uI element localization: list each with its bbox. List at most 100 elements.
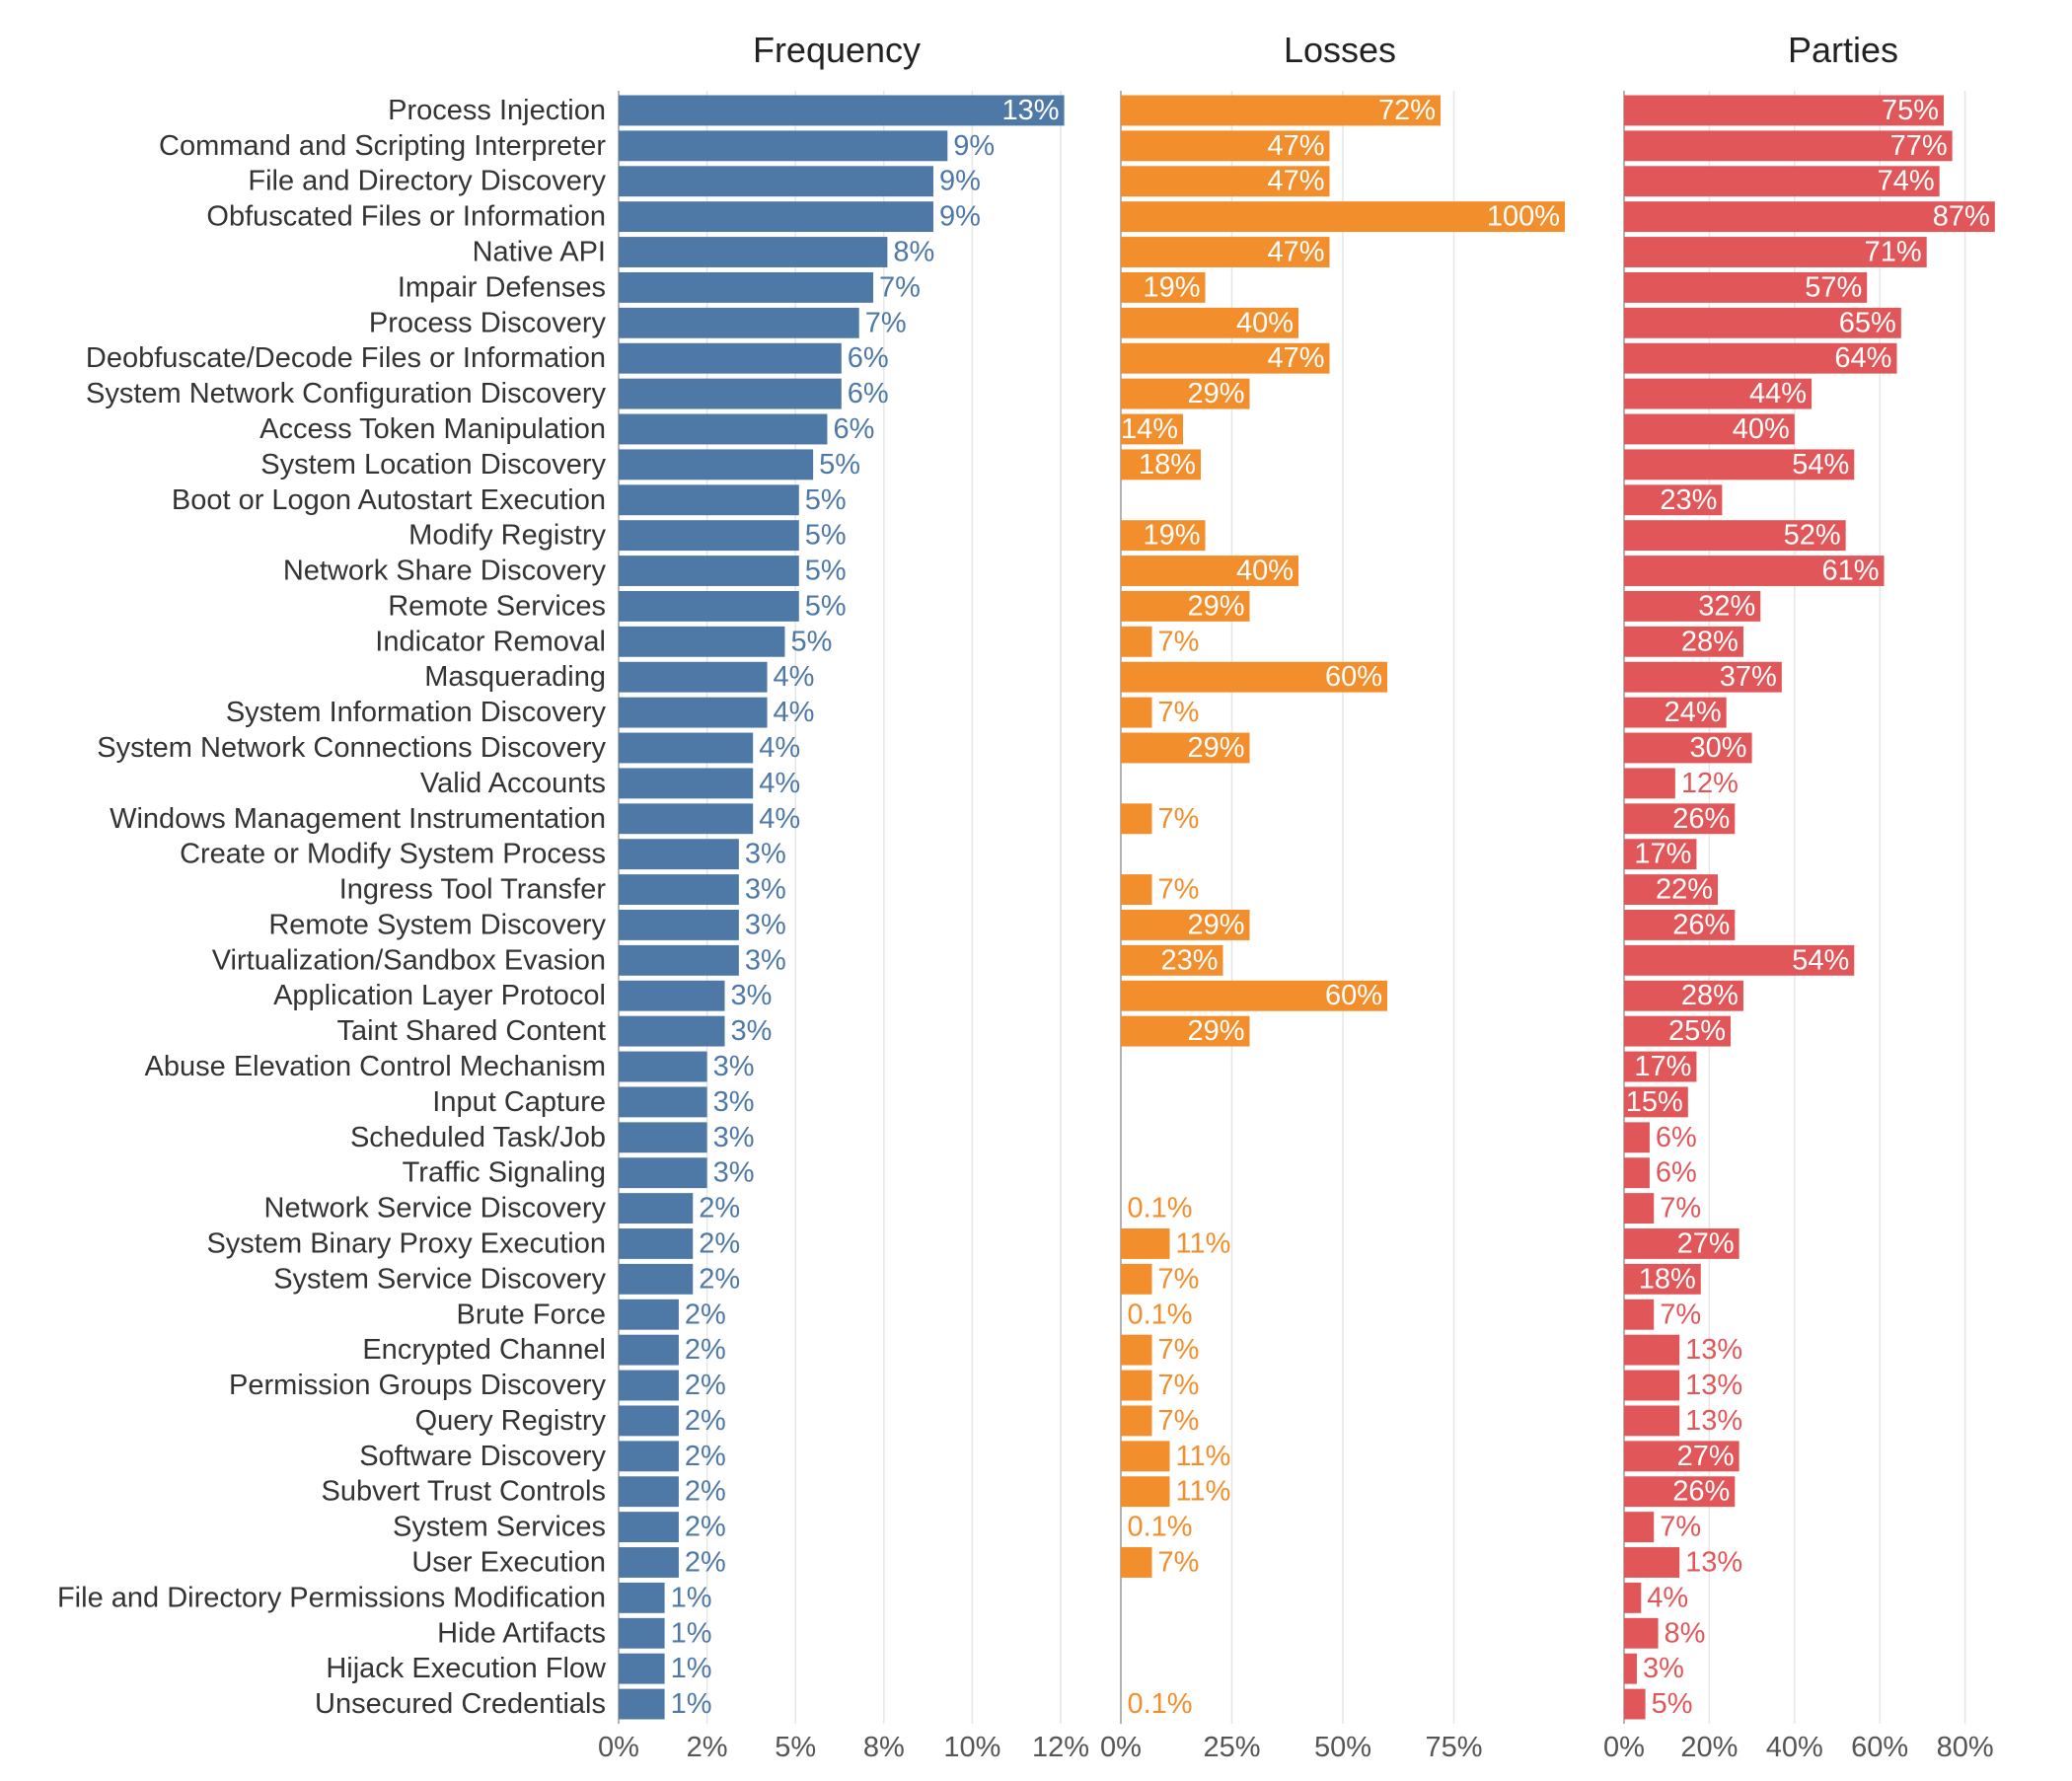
x-tick-label: 25% — [1203, 1732, 1260, 1763]
data-label: 28% — [1681, 626, 1739, 657]
category-label: System Services — [393, 1512, 606, 1543]
bar — [1121, 803, 1152, 835]
data-label: 1% — [671, 1617, 712, 1649]
bar — [1624, 590, 1761, 622]
category-label: System Information Discovery — [226, 697, 607, 728]
category-label: Deobfuscate/Decode Files or Information — [86, 342, 606, 374]
data-label: 7% — [1158, 697, 1200, 728]
bar — [1121, 1370, 1152, 1401]
data-label: 17% — [1634, 1051, 1691, 1082]
data-label: 22% — [1656, 874, 1713, 906]
bar — [1121, 201, 1565, 233]
data-label: 2% — [685, 1441, 726, 1472]
data-label: 2% — [685, 1405, 726, 1437]
data-label: 77% — [1890, 130, 1948, 162]
bar — [1624, 520, 1846, 552]
bar — [1624, 237, 1927, 267]
bar — [1624, 1334, 1680, 1366]
bar — [619, 449, 814, 481]
bar — [1624, 980, 1743, 1011]
data-label: 26% — [1672, 909, 1730, 940]
bar — [1624, 1688, 1646, 1720]
bar — [1624, 1051, 1697, 1082]
data-label: 7% — [1660, 1193, 1701, 1224]
bar — [619, 1370, 679, 1401]
bar — [619, 556, 799, 586]
data-label: 13% — [1002, 95, 1060, 126]
data-label: 3% — [745, 839, 786, 870]
data-label: 6% — [848, 378, 889, 409]
data-label: 4% — [759, 732, 800, 764]
x-tick-label: 20% — [1680, 1732, 1738, 1763]
category-label: Subvert Trust Controls — [322, 1476, 607, 1508]
data-label: 4% — [1647, 1582, 1688, 1613]
bar — [1121, 95, 1441, 126]
category-label: Virtualization/Sandbox Evasion — [212, 944, 606, 976]
bar — [1624, 1476, 1736, 1508]
bar — [619, 590, 799, 622]
bar — [1624, 378, 1813, 409]
category-label: Remote System Discovery — [268, 909, 606, 940]
data-label: 13% — [1685, 1405, 1742, 1437]
data-label: 47% — [1267, 166, 1324, 197]
bar — [619, 1086, 707, 1118]
data-label: 25% — [1668, 1015, 1726, 1047]
bar — [1121, 166, 1330, 197]
data-label: 32% — [1698, 590, 1755, 622]
category-label: Command and Scripting Interpreter — [159, 130, 606, 162]
data-label: 1% — [671, 1653, 712, 1684]
bar — [619, 1617, 665, 1649]
category-label: System Network Configuration Discovery — [86, 378, 607, 409]
data-label: 18% — [1639, 1263, 1696, 1295]
bar — [1121, 130, 1330, 162]
bar — [1624, 1653, 1637, 1684]
category-label: Ingress Tool Transfer — [339, 874, 607, 906]
category-label: Valid Accounts — [420, 768, 606, 799]
data-label: 40% — [1236, 556, 1294, 587]
data-label: 7% — [1158, 1546, 1200, 1578]
data-label: 11% — [1176, 1441, 1231, 1472]
data-label: 27% — [1677, 1227, 1735, 1259]
category-label: Hijack Execution Flow — [326, 1653, 607, 1684]
data-label: 3% — [713, 1157, 755, 1189]
data-label: 47% — [1267, 237, 1324, 268]
data-label: 2% — [685, 1476, 726, 1508]
category-label: File and Directory Permissions Modificat… — [57, 1582, 606, 1613]
bar — [619, 1228, 694, 1259]
data-label: 7% — [1158, 874, 1200, 906]
bar — [619, 342, 842, 374]
category-label: Native API — [473, 237, 606, 268]
bar — [1624, 803, 1736, 835]
x-tick-label: 0% — [598, 1732, 639, 1763]
bar — [619, 661, 768, 693]
data-label: 72% — [1378, 95, 1436, 126]
bar — [1624, 1370, 1680, 1401]
data-label: 2% — [699, 1227, 740, 1259]
data-label: 30% — [1690, 732, 1747, 764]
data-label: 65% — [1839, 307, 1896, 338]
bar — [1624, 1122, 1650, 1153]
bar — [619, 166, 933, 197]
data-label: 60% — [1325, 661, 1382, 693]
bar — [619, 484, 799, 516]
bar — [1121, 697, 1152, 728]
x-tick-label: 75% — [1425, 1732, 1482, 1763]
data-label: 47% — [1267, 130, 1324, 162]
bar — [1624, 201, 1995, 233]
data-label: 5% — [805, 556, 847, 587]
category-label: Impair Defenses — [398, 271, 606, 303]
data-label: 12% — [1681, 768, 1739, 799]
bar — [619, 1582, 665, 1613]
bar — [1121, 271, 1206, 303]
bar — [619, 732, 754, 764]
data-label: 74% — [1878, 166, 1935, 197]
data-label: 27% — [1677, 1441, 1735, 1472]
bar — [619, 1263, 694, 1295]
category-label: Boot or Logon Autostart Execution — [172, 484, 606, 516]
data-label: 15% — [1626, 1086, 1683, 1118]
bar — [619, 520, 799, 552]
bar — [1624, 307, 1901, 338]
x-tick-label: 0% — [1100, 1732, 1142, 1763]
